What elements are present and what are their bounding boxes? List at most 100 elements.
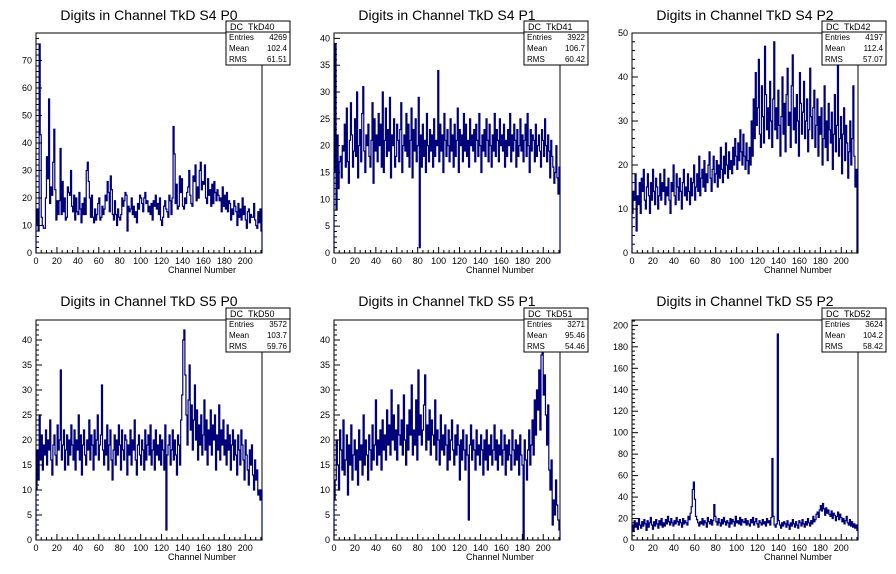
x-tick-label: 20 xyxy=(52,256,62,266)
y-tick-label: 70 xyxy=(22,56,32,66)
stats-key: RMS xyxy=(825,55,843,64)
stats-key: Entries xyxy=(825,33,850,42)
y-tick-label: 40 xyxy=(320,33,330,43)
y-tick-label: 40 xyxy=(320,335,330,345)
x-tick-label: 120 xyxy=(154,256,169,266)
x-tick-label: 140 xyxy=(771,543,786,553)
x-tick-label: 200 xyxy=(834,543,849,553)
x-tick-label: 0 xyxy=(33,543,38,553)
y-tick-label: 60 xyxy=(618,471,628,481)
chart-title: Digits in Channel TkD S4 P1 xyxy=(358,7,535,23)
y-tick-label: 30 xyxy=(22,166,32,176)
histogram-line xyxy=(631,333,859,540)
chart-pad-5: Digits in Channel TkD S5 P10 20 40 60 80 100 1… xyxy=(320,293,589,562)
x-tick-label: 200 xyxy=(238,256,253,266)
stats-frame xyxy=(225,20,291,66)
chart-title: Digits in Channel TkD S5 P0 xyxy=(60,293,237,309)
x-tick-label: 60 xyxy=(94,543,104,553)
y-tick-label: 20 xyxy=(320,435,330,445)
stats-value: 59.76 xyxy=(267,342,288,351)
x-tick-label: 20 xyxy=(648,256,658,266)
stats-key: Mean xyxy=(229,44,249,53)
x-tick-label: 40 xyxy=(669,256,679,266)
x-tick-label: 80 xyxy=(413,256,423,266)
stats-key: Mean xyxy=(825,331,845,340)
x-tick-label: 20 xyxy=(350,543,360,553)
y-tick-label: 10 xyxy=(22,485,32,495)
y-tick-label: 140 xyxy=(613,385,628,395)
y-tick-label: 15 xyxy=(320,168,330,178)
x-tick-label: 200 xyxy=(536,256,551,266)
y-tick-label: 5 xyxy=(325,221,330,231)
x-tick-label: 0 xyxy=(629,256,634,266)
chart-title: Digits in Channel TkD S5 P2 xyxy=(656,293,833,309)
x-tick-label: 200 xyxy=(834,256,849,266)
stats-value: 3624 xyxy=(865,320,883,329)
y-tick-label: 40 xyxy=(618,72,628,82)
x-tick-label: 40 xyxy=(669,543,679,553)
stats-key: Entries xyxy=(229,320,254,329)
y-tick-label: 40 xyxy=(22,138,32,148)
x-tick-label: 100 xyxy=(729,256,744,266)
stats-frame xyxy=(821,20,887,66)
y-tick-label: 10 xyxy=(320,194,330,204)
plot-frame xyxy=(333,32,561,254)
x-tick-label: 80 xyxy=(413,543,423,553)
x-tick-label: 100 xyxy=(729,543,744,553)
chart-title: Digits in Channel TkD S4 P0 xyxy=(60,7,237,23)
x-tick-label: 0 xyxy=(331,543,336,553)
stats-key: RMS xyxy=(825,342,843,351)
stats-key: RMS xyxy=(229,342,247,351)
x-tick-label: 120 xyxy=(452,256,467,266)
stats-key: Mean xyxy=(527,331,547,340)
x-tick-label: 160 xyxy=(494,543,509,553)
y-tick-label: 25 xyxy=(320,114,330,124)
y-tick-label: 0 xyxy=(325,535,330,545)
stats-frame xyxy=(523,20,589,66)
plot-frame xyxy=(35,32,263,254)
histogram-line xyxy=(631,41,858,254)
stats-key: RMS xyxy=(527,342,545,351)
x-tick-label: 80 xyxy=(115,543,125,553)
x-tick-label: 60 xyxy=(392,256,402,266)
y-tick-label: 200 xyxy=(613,320,628,330)
x-tick-label: 140 xyxy=(473,543,488,553)
y-tick-label: 20 xyxy=(618,514,628,524)
stats-key: RMS xyxy=(229,55,247,64)
x-axis-label: Channel Number xyxy=(168,552,236,562)
y-tick-label: 0 xyxy=(27,248,32,258)
stats-frame xyxy=(523,307,589,353)
y-tick-label: 120 xyxy=(613,406,628,416)
plot-frame xyxy=(333,319,561,541)
x-axis-label: Channel Number xyxy=(764,552,832,562)
y-tick-label: 60 xyxy=(22,83,32,93)
stats-key: Entries xyxy=(825,320,850,329)
x-tick-label: 0 xyxy=(629,543,634,553)
y-tick-label: 0 xyxy=(623,248,628,258)
x-tick-label: 200 xyxy=(238,543,253,553)
stats-name: DC_TkD42 xyxy=(826,22,871,32)
chart-title: Digits in Channel TkD S5 P1 xyxy=(358,293,535,309)
stats-key: Entries xyxy=(229,33,254,42)
x-tick-label: 140 xyxy=(175,543,190,553)
y-tick-label: 25 xyxy=(22,410,32,420)
stats-key: Entries xyxy=(527,33,552,42)
x-tick-label: 160 xyxy=(196,543,211,553)
stats-name: DC_TkD51 xyxy=(528,309,573,319)
chart-pad-1: Digits in Channel TkD S4 P00 20 40 60 80 100 1… xyxy=(22,7,291,275)
chart-pad-3: Digits in Channel TkD S4 P20 20 40 60 80 100 1… xyxy=(618,7,887,275)
x-tick-label: 180 xyxy=(515,543,530,553)
x-tick-label: 100 xyxy=(133,543,148,553)
x-tick-label: 80 xyxy=(711,256,721,266)
x-tick-label: 160 xyxy=(792,256,807,266)
y-tick-label: 30 xyxy=(22,385,32,395)
stats-value: 3271 xyxy=(567,320,585,329)
x-tick-label: 180 xyxy=(515,256,530,266)
plot-frame xyxy=(631,32,859,254)
y-tick-label: 10 xyxy=(320,485,330,495)
stats-value: 112.4 xyxy=(864,44,884,53)
x-tick-label: 180 xyxy=(217,543,232,553)
